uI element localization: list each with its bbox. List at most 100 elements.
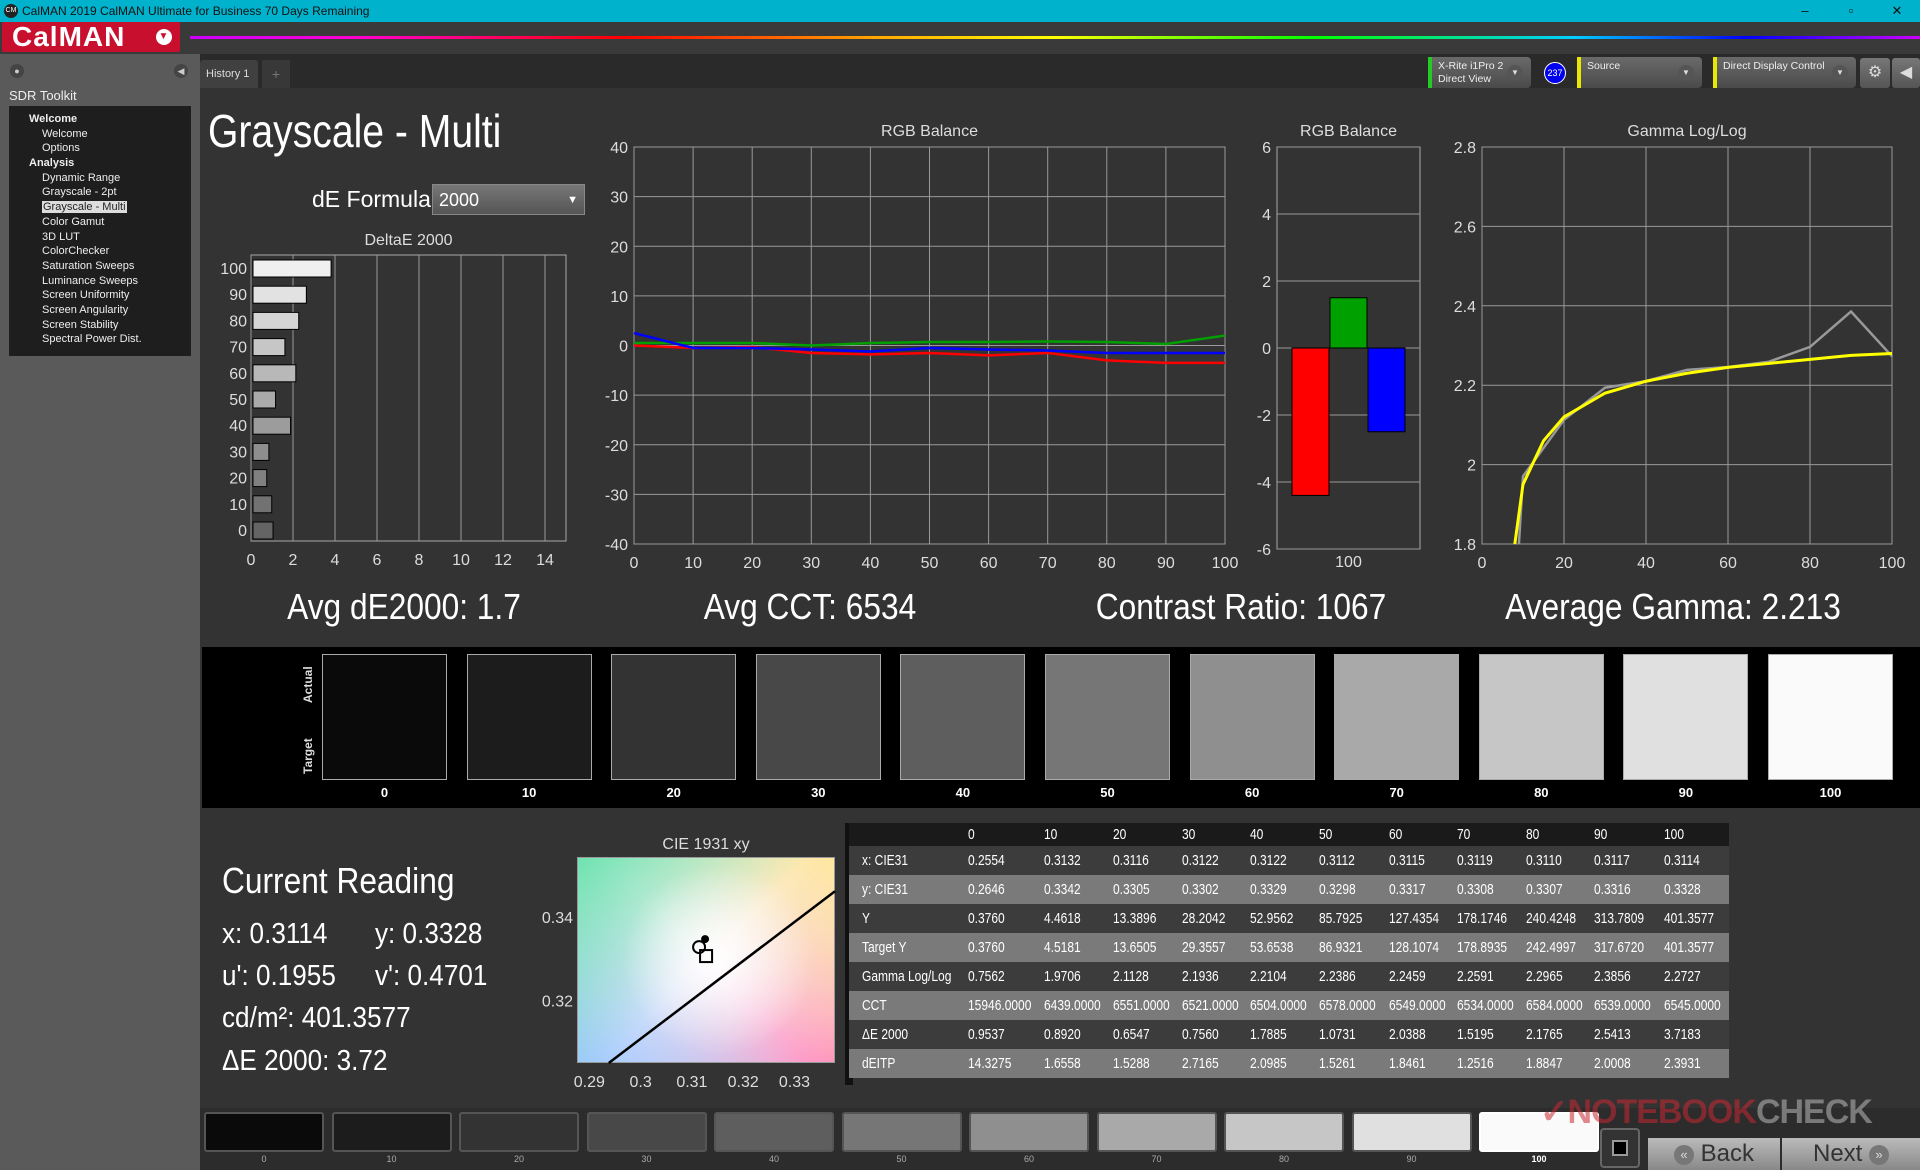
tree-item[interactable]: 3D LUT	[9, 230, 191, 245]
tree-group-analysis[interactable]: Analysis	[29, 157, 75, 170]
x-tick-label: 0.33	[779, 1074, 810, 1091]
swatch-0[interactable]	[322, 654, 447, 780]
tree-item-label: Luminance Sweeps	[42, 274, 139, 287]
row-label: y: CIE31	[862, 881, 909, 898]
table-row: ΔE 2000 0.9537 0.8920 0.6547 0.7560 1.7885 1.0…	[849, 1020, 1729, 1049]
y-tick-label: 2.4	[1454, 299, 1476, 316]
x-tick-label: 0.31	[676, 1074, 707, 1091]
deltae-bar	[252, 338, 286, 357]
x-tick-label: 8	[415, 552, 424, 569]
meter-selector[interactable]: X-Rite i1Pro 2 Direct View ▼	[1428, 57, 1531, 88]
table-cell: 0.3298	[1319, 881, 1356, 898]
swatch-90[interactable]	[1623, 654, 1749, 780]
row-label: x: CIE31	[862, 852, 909, 869]
table-cell: 0.3302	[1182, 881, 1219, 898]
patch-button-30[interactable]	[586, 1112, 707, 1152]
minimize-button[interactable]: –	[1801, 3, 1809, 18]
tree-item[interactable]: Luminance Sweeps	[9, 274, 191, 289]
patch-button-0[interactable]	[204, 1112, 324, 1152]
patch-button-10[interactable]	[331, 1112, 452, 1152]
x-tick-label: 100	[1335, 554, 1362, 571]
x-tick-label: 0.29	[574, 1074, 605, 1091]
deltae-chart-title: DeltaE 2000	[364, 232, 453, 249]
tree-group-welcome[interactable]: Welcome	[29, 113, 78, 125]
x-tick-label: 0	[1478, 555, 1487, 572]
patch-button-50[interactable]	[841, 1112, 962, 1152]
tree-item[interactable]: Screen Uniformity	[9, 288, 191, 303]
tree-item[interactable]: Welcome	[9, 127, 191, 142]
swatch-100[interactable]	[1768, 654, 1893, 780]
y-tick-label: 4	[1262, 207, 1271, 224]
settings-gear-icon[interactable]: ⚙	[1860, 58, 1890, 88]
tree-item[interactable]: Color Gamut	[9, 215, 191, 230]
de-formula-label: dE Formula:	[312, 186, 438, 212]
table-header: 0 10 20 30 40 50 60 70 80 90 100	[849, 823, 1729, 846]
column-header: 10	[1044, 826, 1058, 843]
table-cell: 0.3317	[1389, 881, 1426, 898]
stop-button[interactable]	[1600, 1128, 1640, 1168]
swatch-70[interactable]	[1334, 654, 1460, 780]
display-control-selector[interactable]: Direct Display Control ▼	[1713, 57, 1856, 88]
reading-luminance: cd/m²: 401.3577	[222, 1002, 411, 1034]
tree-item[interactable]: ColorChecker	[9, 244, 191, 259]
table-cell: 1.5261	[1319, 1055, 1356, 1072]
swatch-20[interactable]	[611, 654, 737, 780]
pin-icon[interactable]: ●	[10, 64, 24, 78]
calman-logo-menu[interactable]: CalMAN ▼	[2, 22, 180, 52]
source-selector[interactable]: Source ▼	[1577, 57, 1702, 88]
de-formula-select[interactable]: 2000 ▼	[432, 184, 585, 215]
x-tick-label: 4	[331, 552, 340, 569]
table-cell: 1.6558	[1044, 1055, 1081, 1072]
collapse-right-icon[interactable]: ◀	[1892, 58, 1920, 88]
patch-button-90[interactable]	[1351, 1112, 1472, 1152]
close-button[interactable]: ✕	[1891, 3, 1903, 18]
table-cell: 15946.0000	[968, 997, 1032, 1014]
table-cell: 178.8935	[1457, 939, 1508, 956]
y-tick-label: -40	[605, 537, 628, 554]
swatch-10[interactable]	[466, 654, 592, 780]
patch-button-40[interactable]	[714, 1112, 834, 1152]
table-cell: 2.2727	[1664, 968, 1701, 985]
patch-button-70[interactable]	[1096, 1112, 1217, 1152]
next-button[interactable]: Next »	[1782, 1138, 1920, 1170]
tree-item[interactable]: Screen Angularity	[9, 303, 191, 318]
add-tab-button[interactable]: +	[262, 60, 290, 88]
swatch-40[interactable]	[900, 654, 1026, 780]
table-cell: 0.3115	[1389, 852, 1425, 869]
tree-item[interactable]: Dynamic Range	[9, 171, 191, 186]
tree-item-label: Color Gamut	[42, 215, 105, 228]
tree-item[interactable]: Saturation Sweeps	[9, 259, 191, 274]
swatch-50[interactable]	[1045, 654, 1170, 780]
table-row: Target Y 0.3760 4.5181 13.6505 29.3557 53.653…	[849, 933, 1729, 962]
maximize-button[interactable]: ▫	[1848, 3, 1854, 18]
patch-button-20[interactable]	[459, 1112, 579, 1152]
swatch-30[interactable]	[755, 654, 881, 780]
swatch-60[interactable]	[1189, 654, 1315, 780]
patch-button-60[interactable]	[969, 1112, 1089, 1152]
tree-item[interactable]: Options	[9, 141, 191, 156]
chevron-down-icon: ▼	[1507, 65, 1523, 81]
table-cell: 85.7925	[1319, 910, 1363, 927]
tree-item[interactable]: Spectral Power Dist.	[9, 332, 191, 347]
collapse-sidebar-icon[interactable]: ◀	[174, 64, 188, 78]
patch-button-100[interactable]	[1479, 1112, 1599, 1152]
table-row: Gamma Log/Log 0.7562 1.9706 2.1128 2.1936 2.2…	[849, 962, 1729, 991]
tree-item[interactable]: Grayscale - Multi	[9, 200, 191, 215]
x-tick-label: 100	[1212, 555, 1239, 572]
gamma-chart-title: Gamma Log/Log	[1627, 123, 1747, 140]
table-cell: 0.7560	[1182, 1026, 1219, 1043]
tree-item[interactable]: Grayscale - 2pt	[9, 185, 191, 200]
back-button[interactable]: « Back	[1648, 1138, 1780, 1170]
swatch-80[interactable]	[1478, 654, 1604, 780]
patch-button-label: 20	[513, 1154, 524, 1164]
table-cell: 0.8920	[1044, 1026, 1081, 1043]
x-tick-label: 60	[980, 555, 998, 572]
table-cell: 2.1765	[1526, 1026, 1563, 1043]
y-tick-label: 30	[229, 444, 247, 461]
tree-item[interactable]: Screen Stability	[9, 318, 191, 333]
patch-button-80[interactable]	[1224, 1112, 1344, 1152]
tab-history-1[interactable]: History 1	[200, 60, 258, 88]
meter-reading-badge[interactable]: 237	[1544, 62, 1566, 84]
rgb-balance-bar	[1329, 297, 1368, 349]
table-cell: 0.3112	[1319, 852, 1355, 869]
